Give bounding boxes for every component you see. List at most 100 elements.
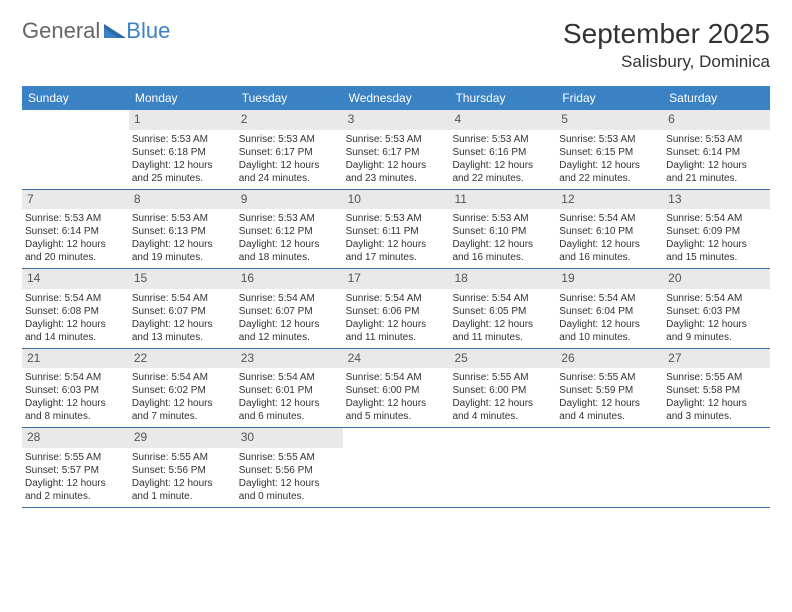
daylight-text-1: Daylight: 12 hours [346,318,447,331]
day-number: 24 [343,349,450,369]
dow-header-cell: Thursday [449,86,556,110]
sunrise-text: Sunrise: 5:54 AM [559,292,660,305]
sunrise-text: Sunrise: 5:55 AM [559,371,660,384]
sunset-text: Sunset: 6:17 PM [239,146,340,159]
sunset-text: Sunset: 6:13 PM [132,225,233,238]
daylight-text-2: and 22 minutes. [559,172,660,185]
sunrise-text: Sunrise: 5:53 AM [346,212,447,225]
dow-header-cell: Sunday [22,86,129,110]
daylight-text-2: and 14 minutes. [25,331,126,344]
daylight-text-1: Daylight: 12 hours [452,318,553,331]
sunrise-text: Sunrise: 5:53 AM [346,133,447,146]
day-number: 29 [129,428,236,448]
sunrise-text: Sunrise: 5:54 AM [25,292,126,305]
sunrise-text: Sunrise: 5:55 AM [452,371,553,384]
daylight-text-2: and 12 minutes. [239,331,340,344]
day-number: 18 [449,269,556,289]
day-cell: 15Sunrise: 5:54 AMSunset: 6:07 PMDayligh… [129,269,236,348]
day-cell: 13Sunrise: 5:54 AMSunset: 6:09 PMDayligh… [663,190,770,269]
sunrise-text: Sunrise: 5:53 AM [239,212,340,225]
daylight-text-1: Daylight: 12 hours [666,238,767,251]
sunrise-text: Sunrise: 5:53 AM [239,133,340,146]
day-cell: 4Sunrise: 5:53 AMSunset: 6:16 PMDaylight… [449,110,556,189]
sunset-text: Sunset: 6:12 PM [239,225,340,238]
sunrise-text: Sunrise: 5:54 AM [132,292,233,305]
sunset-text: Sunset: 6:09 PM [666,225,767,238]
sunrise-text: Sunrise: 5:54 AM [239,371,340,384]
day-cell: 24Sunrise: 5:54 AMSunset: 6:00 PMDayligh… [343,349,450,428]
day-cell: 2 Sunrise: 5:53 AMSunset: 6:17 PMDaylight… [236,110,343,189]
daylight-text-1: Daylight: 12 hours [239,318,340,331]
daylight-text-2: and 11 minutes. [452,331,553,344]
sunset-text: Sunset: 6:07 PM [239,305,340,318]
sunset-text: Sunset: 6:07 PM [132,305,233,318]
daylight-text-1: Daylight: 12 hours [239,159,340,172]
sunrise-text: Sunrise: 5:54 AM [452,292,553,305]
sunset-text: Sunset: 6:01 PM [239,384,340,397]
sunset-text: Sunset: 6:03 PM [25,384,126,397]
sunrise-text: Sunrise: 5:55 AM [25,451,126,464]
daylight-text-2: and 21 minutes. [666,172,767,185]
dow-header-row: SundayMondayTuesdayWednesdayThursdayFrid… [22,86,770,110]
title-block: September 2025 Salisbury, Dominica [563,18,770,72]
daylight-text-1: Daylight: 12 hours [666,318,767,331]
daylight-text-2: and 20 minutes. [25,251,126,264]
day-number: 5 [556,110,663,130]
week-row: 14Sunrise: 5:54 AMSunset: 6:08 PMDayligh… [22,269,770,349]
day-number: 1 [129,110,236,130]
daylight-text-1: Daylight: 12 hours [132,159,233,172]
sunrise-text: Sunrise: 5:53 AM [666,133,767,146]
daylight-text-1: Daylight: 12 hours [132,238,233,251]
daylight-text-2: and 16 minutes. [559,251,660,264]
day-cell: 22Sunrise: 5:54 AMSunset: 6:02 PMDayligh… [129,349,236,428]
day-cell: 11Sunrise: 5:53 AMSunset: 6:10 PMDayligh… [449,190,556,269]
day-cell: 18Sunrise: 5:54 AMSunset: 6:05 PMDayligh… [449,269,556,348]
logo-text-blue: Blue [126,18,170,44]
day-cell: 26Sunrise: 5:55 AMSunset: 5:59 PMDayligh… [556,349,663,428]
daylight-text-1: Daylight: 12 hours [132,318,233,331]
day-number: 17 [343,269,450,289]
day-cell: 28Sunrise: 5:55 AMSunset: 5:57 PMDayligh… [22,428,129,507]
sunset-text: Sunset: 6:03 PM [666,305,767,318]
day-number: 2 [236,110,343,130]
daylight-text-1: Daylight: 12 hours [452,159,553,172]
daylight-text-1: Daylight: 12 hours [559,238,660,251]
week-row: 28Sunrise: 5:55 AMSunset: 5:57 PMDayligh… [22,428,770,508]
daylight-text-2: and 6 minutes. [239,410,340,423]
day-number: 16 [236,269,343,289]
daylight-text-2: and 3 minutes. [666,410,767,423]
day-number: 3 [343,110,450,130]
sunrise-text: Sunrise: 5:54 AM [25,371,126,384]
daylight-text-2: and 2 minutes. [25,490,126,503]
day-cell: 29Sunrise: 5:55 AMSunset: 5:56 PMDayligh… [129,428,236,507]
daylight-text-2: and 9 minutes. [666,331,767,344]
sunset-text: Sunset: 6:02 PM [132,384,233,397]
day-cell [556,428,663,507]
day-number: 13 [663,190,770,210]
sunrise-text: Sunrise: 5:53 AM [25,212,126,225]
logo-text-general: General [22,18,100,44]
daylight-text-1: Daylight: 12 hours [132,477,233,490]
month-title: September 2025 [563,18,770,50]
day-number: 14 [22,269,129,289]
daylight-text-1: Daylight: 12 hours [239,397,340,410]
daylight-text-1: Daylight: 12 hours [666,397,767,410]
day-cell: 1Sunrise: 5:53 AMSunset: 6:18 PMDaylight… [129,110,236,189]
sunset-text: Sunset: 6:00 PM [452,384,553,397]
sunrise-text: Sunrise: 5:54 AM [346,292,447,305]
calendar: SundayMondayTuesdayWednesdayThursdayFrid… [22,86,770,508]
day-cell: 30Sunrise: 5:55 AMSunset: 5:56 PMDayligh… [236,428,343,507]
dow-header-cell: Wednesday [343,86,450,110]
daylight-text-2: and 13 minutes. [132,331,233,344]
daylight-text-1: Daylight: 12 hours [25,238,126,251]
day-cell: 17Sunrise: 5:54 AMSunset: 6:06 PMDayligh… [343,269,450,348]
daylight-text-2: and 25 minutes. [132,172,233,185]
day-cell: 23Sunrise: 5:54 AMSunset: 6:01 PMDayligh… [236,349,343,428]
daylight-text-2: and 15 minutes. [666,251,767,264]
day-cell: 27Sunrise: 5:55 AMSunset: 5:58 PMDayligh… [663,349,770,428]
day-number: 11 [449,190,556,210]
day-cell: 5Sunrise: 5:53 AMSunset: 6:15 PMDaylight… [556,110,663,189]
weeks-container: 1Sunrise: 5:53 AMSunset: 6:18 PMDaylight… [22,110,770,508]
day-cell: 20Sunrise: 5:54 AMSunset: 6:03 PMDayligh… [663,269,770,348]
dow-header-cell: Saturday [663,86,770,110]
